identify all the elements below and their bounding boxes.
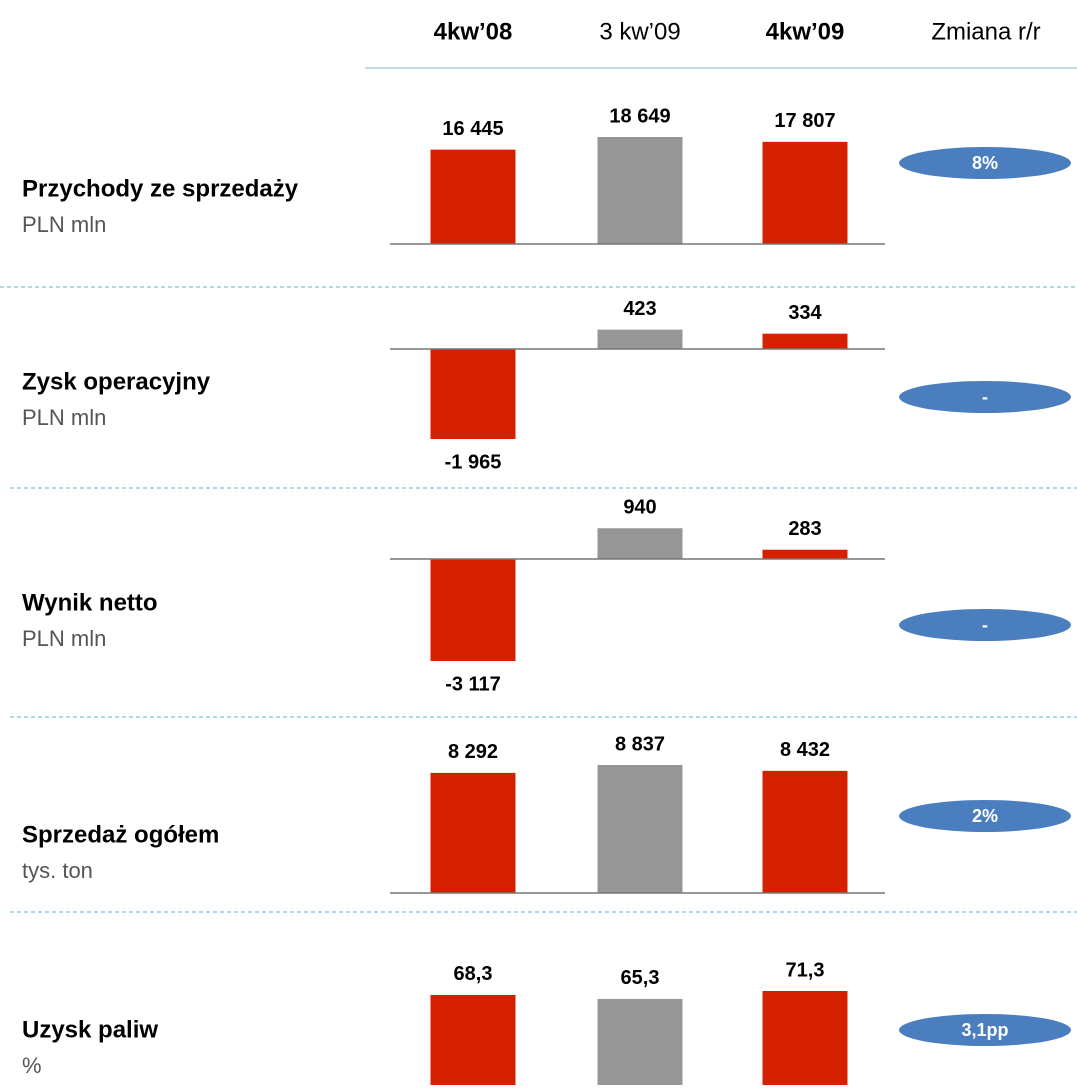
change-value: 3,1pp — [961, 1020, 1008, 1040]
panel-title: Przychody ze sprzedaży — [22, 175, 299, 202]
value-label: 8 292 — [448, 741, 498, 763]
value-label: 8 432 — [780, 739, 830, 761]
panel-unit: PLN mln — [22, 626, 106, 651]
change-badge — [899, 1014, 1071, 1046]
change-value: - — [982, 387, 988, 407]
value-label: 283 — [788, 518, 821, 540]
bar — [430, 772, 516, 893]
value-label: 65,3 — [621, 967, 660, 989]
bar — [597, 765, 683, 893]
value-label: 17 807 — [774, 110, 835, 132]
bar — [430, 994, 516, 1085]
change-badge — [899, 609, 1071, 641]
value-label: -1 965 — [445, 451, 502, 473]
bar — [762, 770, 848, 893]
panel-unit: PLN mln — [22, 212, 106, 237]
separators — [0, 286, 1077, 913]
panel-unit: tys. ton — [22, 858, 93, 883]
change-badge — [899, 147, 1071, 179]
value-label: 940 — [623, 497, 656, 519]
change-value: 2% — [972, 806, 998, 826]
bar — [597, 998, 683, 1085]
bar — [597, 329, 683, 349]
value-label: 16 445 — [442, 118, 503, 140]
panel-unit: PLN mln — [22, 405, 106, 430]
value-label: 423 — [623, 298, 656, 320]
value-label: 18 649 — [609, 105, 670, 127]
panel-title: Wynik netto — [22, 589, 158, 616]
value-label: -3 117 — [445, 673, 501, 695]
bar — [430, 349, 516, 439]
change-header: Zmiana r/r — [931, 18, 1040, 45]
value-label: 334 — [788, 302, 822, 324]
panel-title: Sprzedaż ogółem — [22, 821, 219, 848]
bar — [762, 141, 848, 244]
column-header: 4kw’08 — [434, 18, 513, 45]
change-value: 8% — [972, 153, 998, 173]
value-label: 8 837 — [615, 733, 665, 755]
bar — [597, 137, 683, 244]
bar — [597, 528, 683, 559]
change-value: - — [982, 615, 988, 635]
bar — [430, 559, 516, 661]
value-label: 68,3 — [454, 963, 493, 985]
panel-title: Uzysk paliw — [22, 1016, 158, 1043]
panel-unit: % — [22, 1053, 42, 1078]
bar — [762, 549, 848, 559]
change-badge — [899, 800, 1071, 832]
column-header: 3 kw’09 — [599, 18, 680, 45]
panel-title: Zysk operacyjny — [22, 368, 211, 395]
column-header: 4kw’09 — [766, 18, 845, 45]
bar — [430, 149, 516, 244]
value-label: 71,3 — [786, 959, 825, 981]
bar — [762, 991, 848, 1085]
change-badge — [899, 381, 1071, 413]
bar — [762, 333, 848, 349]
